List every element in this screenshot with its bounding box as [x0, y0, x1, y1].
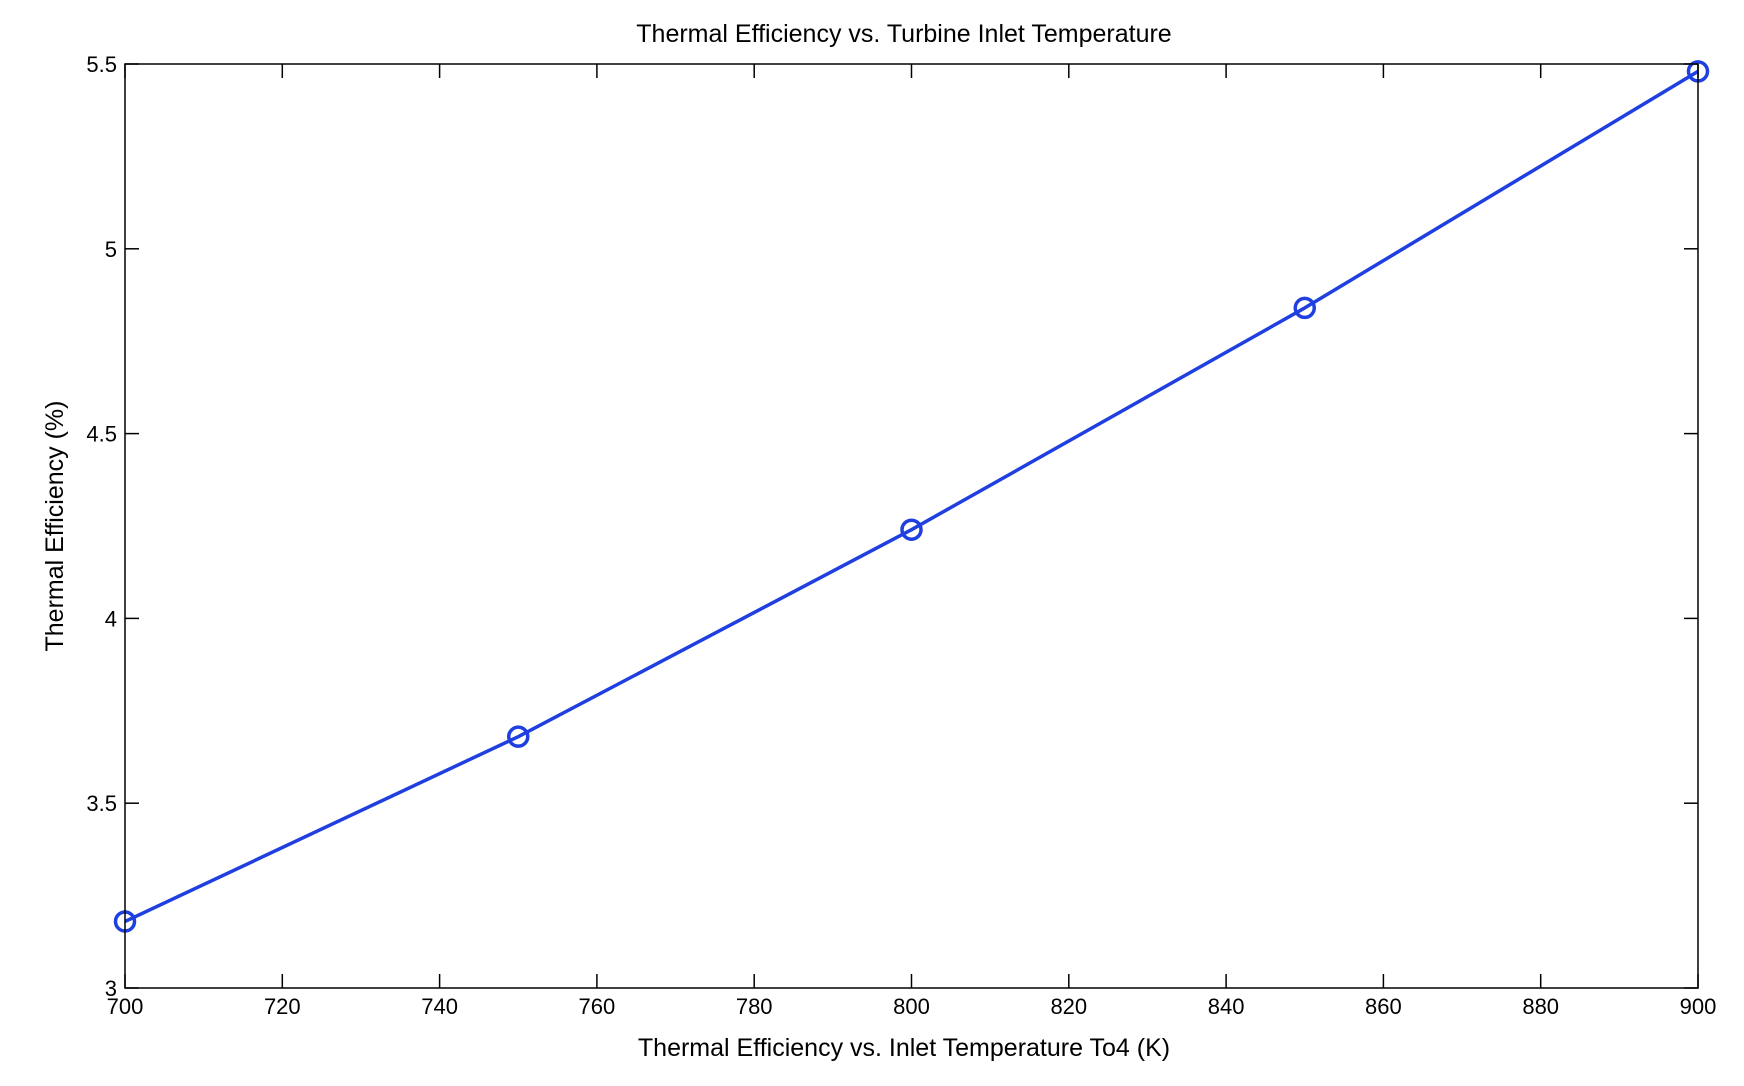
- chart-title: Thermal Efficiency vs. Turbine Inlet Tem…: [636, 20, 1171, 48]
- plot-background: [125, 64, 1698, 988]
- x-tick-label: 820: [1050, 994, 1087, 1019]
- series-line: [124, 69, 1699, 924]
- y-tick-label: 3: [105, 976, 117, 1001]
- y-tick-label: 4: [105, 606, 117, 631]
- x-tick-label: 860: [1365, 994, 1402, 1019]
- x-tick-label: 900: [1680, 994, 1717, 1019]
- y-tick-label: 4.5: [86, 422, 117, 447]
- x-tick-label: 780: [736, 994, 773, 1019]
- plot-frame: [124, 63, 1699, 989]
- y-axis-label: Thermal Efficiency (%): [41, 401, 69, 652]
- x-tick-label: 720: [264, 994, 301, 1019]
- ticks-layer: 700 720 740 760 780 800 820 840 860 880 900 3 3.5 4 4.…: [86, 52, 1716, 1019]
- x-tick-label: 760: [579, 994, 616, 1019]
- y-tick-label: 5: [105, 237, 117, 262]
- x-axis-label: Thermal Efficiency vs. Inlet Temperature…: [638, 1034, 1170, 1062]
- x-tick-label: 840: [1208, 994, 1245, 1019]
- data-point-marker: [507, 725, 530, 748]
- x-tick-label: 880: [1522, 994, 1559, 1019]
- data-point-marker: [1293, 296, 1316, 320]
- x-tick-label: 800: [893, 994, 930, 1019]
- x-tick-label: 740: [421, 994, 458, 1019]
- data-point-marker: [900, 518, 923, 541]
- y-tick-label: 3.5: [86, 791, 117, 816]
- x-tick-label: 700: [107, 994, 144, 1019]
- y-tick-label: 5.5: [86, 52, 117, 77]
